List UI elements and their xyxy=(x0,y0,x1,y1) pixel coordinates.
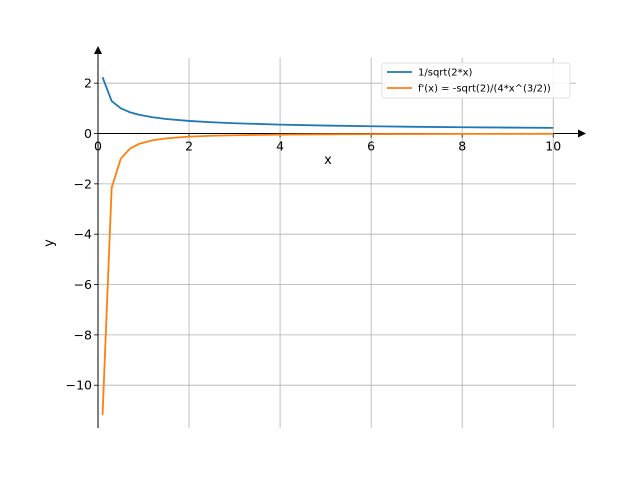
tick-labels: 0 2 4 6 8 10 2 0 −2 −4 −6 −8 −10 xyxy=(66,76,562,393)
legend-box xyxy=(381,62,571,99)
series-lines xyxy=(101,76,554,415)
y-tick-label: 0 xyxy=(84,126,92,141)
legend-label-2: f'(x) = -sqrt(2)/(4*x^(3/2)) xyxy=(418,84,551,95)
x-tick-label: 8 xyxy=(458,139,466,154)
x-tick-label: 2 xyxy=(185,139,193,154)
y-tick-label: −6 xyxy=(74,277,92,292)
grid-lines xyxy=(98,58,576,428)
y-tick-label: −8 xyxy=(74,327,92,342)
y-tick-label: −10 xyxy=(66,378,92,393)
x-tick-label: 0 xyxy=(94,139,102,154)
y-tick-label: −2 xyxy=(74,176,92,191)
x-tick-label: 10 xyxy=(545,139,561,154)
x-tick-label: 6 xyxy=(367,139,375,154)
y-tick-label: −4 xyxy=(74,227,92,242)
y-tick-label: 2 xyxy=(84,76,92,91)
x-axis-arrow xyxy=(578,129,586,138)
y-axis-label: y xyxy=(42,239,57,247)
series-line-1 xyxy=(101,76,554,129)
x-tick-label: 4 xyxy=(276,139,284,154)
axes xyxy=(94,46,586,428)
legend: 1/sqrt(2*x) f'(x) = -sqrt(2)/(4*x^(3/2)) xyxy=(381,62,571,99)
legend-label-1: 1/sqrt(2*x) xyxy=(418,68,473,79)
y-axis-arrow xyxy=(94,46,102,54)
x-axis-label: x xyxy=(324,153,332,168)
series-line-2 xyxy=(101,132,554,415)
